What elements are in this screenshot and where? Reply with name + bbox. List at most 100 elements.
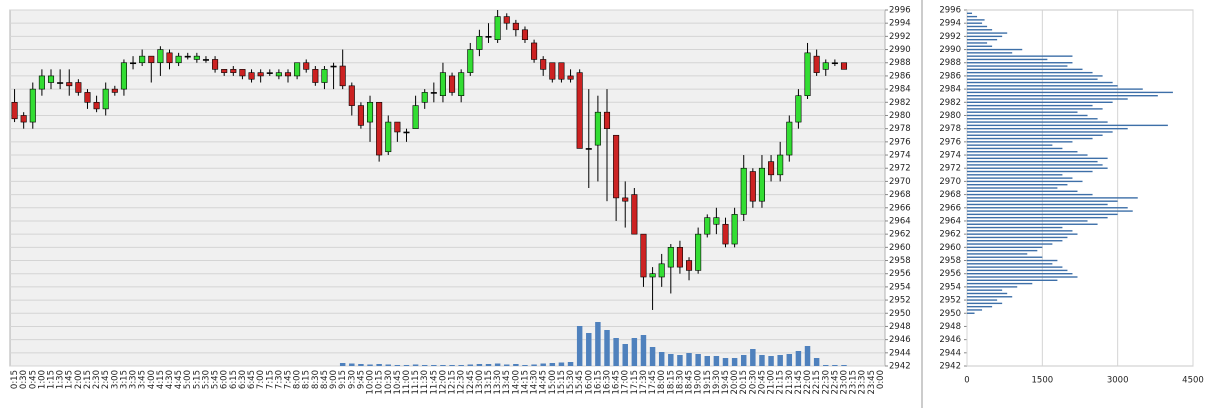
candle-body [184,55,191,58]
candle-body [84,92,91,103]
candle-body [248,72,255,80]
x-tick-label: 19:00 [694,370,704,395]
candle-body [768,161,775,176]
profile-bar [967,223,1098,225]
candle-body [148,55,155,64]
x-tick-label: 17:30 [639,370,649,395]
candle-body [357,105,364,126]
profile-bar [967,42,988,44]
candle-body [403,131,410,134]
profile-bar [967,187,1058,189]
profile-bar [967,190,1078,192]
x-tick-label: 15:45 [575,370,585,395]
candle-body [120,62,127,90]
x-tick-label: 10:30 [384,370,394,395]
volume-bar [768,356,774,366]
y-tick-label: 2994 [939,19,961,29]
x-tick-label: 19:15 [703,370,713,395]
candle-body [758,167,765,202]
y-tick-label: 2944 [889,348,911,358]
x-tick-label: 2:45 [101,370,111,389]
candle-body [312,69,319,83]
y-tick-label: 2966 [939,203,961,213]
x-tick-label: 13:15 [484,370,494,395]
volume-bar [449,365,455,366]
y-tick-label: 2986 [939,71,961,81]
volume-bar [458,365,464,366]
y-tick-label: 2970 [939,177,961,187]
profile-bar [967,71,1093,74]
profile-bar [967,302,1003,305]
candle-body [221,69,228,73]
y-tick-label: 2968 [939,190,961,200]
y-tick-label: 2980 [889,111,911,121]
volume-bar [494,363,501,366]
candle-body [704,217,711,235]
volume-bar [823,365,829,366]
x-tick-label: 12:45 [466,370,476,395]
y-tick-label: 2982 [939,98,961,108]
profile-bar [967,273,1073,275]
plot-area [9,9,886,367]
x-tick-label: 1500 [1032,376,1054,386]
y-tick-label: 2950 [889,309,911,319]
candle-body [202,59,209,61]
profile-bar [967,95,1158,97]
y-tick-label: 2962 [889,230,911,240]
candle-body [193,55,200,60]
x-tick-label: 18:00 [657,370,667,395]
x-tick-label: 9:45 [356,370,366,389]
y-tick-label: 2990 [889,45,911,55]
y-tick-label: 2982 [889,98,911,108]
profile-bar [967,256,1043,258]
y-tick-label: 2974 [939,151,961,161]
x-tick-label: 17:00 [621,370,631,395]
x-tick-label: 3:00 [110,370,120,389]
profile-bar [967,249,1038,252]
y-tick-label: 2964 [939,216,961,226]
candle-body [111,88,118,93]
profile-bar [967,269,1068,272]
profile-bar [967,144,1053,146]
x-tick-label: 19:45 [721,370,731,395]
candle-body [740,167,747,215]
x-tick-label: 13:00 [475,370,485,395]
volume-bar [604,330,610,366]
volume-bar [394,365,401,366]
x-tick-label: 12:00 [438,370,448,395]
candle-body [20,115,27,123]
candle-body [339,65,346,87]
volume-bar [731,358,738,366]
x-tick-label: 8:45 [320,370,330,389]
y-tick-label: 2948 [939,322,961,332]
x-tick-label: 23:15 [849,370,859,395]
x-tick-label: 10:15 [375,370,385,395]
x-tick-label: 6:45 [247,370,257,389]
profile-bar [967,164,1103,166]
volume-bar [485,364,492,366]
x-tick-label: 15:30 [566,370,576,395]
candle-body [458,72,465,97]
volume-bar [832,365,838,366]
candle-body [777,154,784,176]
x-tick-label: 0:15 [10,370,20,389]
profile-bar [967,207,1128,209]
candle-body [503,16,510,24]
x-tick-label: 12:15 [448,370,458,395]
candle-body [239,69,246,77]
profile-bar [967,101,1113,103]
x-tick-label: 5:15 [192,370,202,389]
volume-bar [431,365,437,366]
y-tick-label: 2946 [889,335,911,345]
profile-bar [967,177,1073,179]
profile-bar [967,108,1103,110]
x-tick-label: 3:15 [119,370,129,389]
x-tick-label: 3:45 [138,370,148,389]
candle-body [540,59,547,70]
y-tick-label: 2978 [939,124,961,134]
profile-bar [967,137,1093,140]
y-tick-label: 2992 [889,32,911,42]
volume-bar [421,365,428,366]
profile-bar [967,157,1108,160]
